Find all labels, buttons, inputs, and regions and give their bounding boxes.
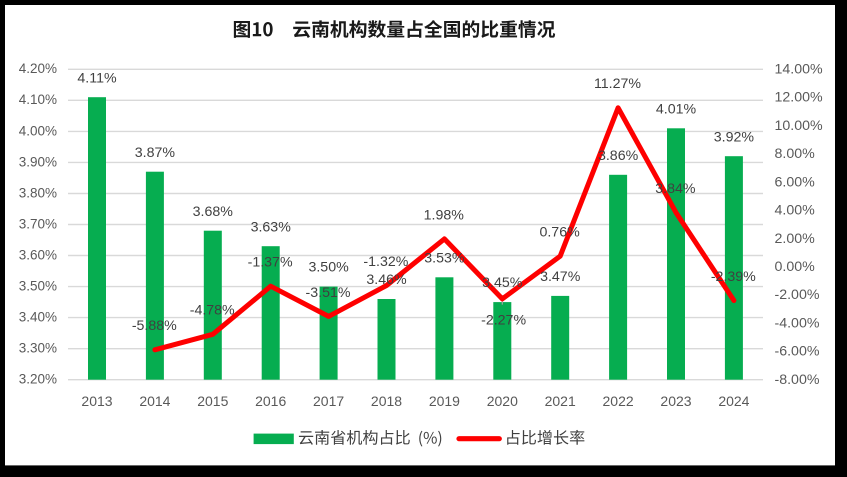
svg-text:2019: 2019 [429,393,460,409]
svg-text:2017: 2017 [313,393,344,409]
svg-text:2021: 2021 [545,393,576,409]
svg-text:3.20%: 3.20% [19,372,57,387]
svg-text:3.68%: 3.68% [193,204,234,220]
svg-text:3.86%: 3.86% [598,148,639,164]
svg-text:4.01%: 4.01% [656,101,697,117]
svg-text:2022: 2022 [603,393,634,409]
svg-text:3.63%: 3.63% [251,219,292,235]
svg-text:8.00%: 8.00% [775,146,816,162]
svg-text:3.30%: 3.30% [19,341,57,356]
svg-text:-2.00%: -2.00% [775,287,820,303]
svg-text:2.00%: 2.00% [775,231,816,247]
svg-text:-4.78%: -4.78% [190,303,235,319]
svg-text:6.00%: 6.00% [775,174,816,190]
svg-text:2018: 2018 [371,393,402,409]
svg-text:4.11%: 4.11% [77,70,117,86]
svg-text:-8.00%: -8.00% [775,372,820,388]
svg-text:2020: 2020 [487,393,518,409]
svg-text:4.20%: 4.20% [19,61,57,76]
svg-text:3.87%: 3.87% [135,145,176,161]
svg-text:4.00%: 4.00% [19,123,57,138]
svg-text:3.90%: 3.90% [19,154,57,169]
svg-text:2016: 2016 [255,393,286,409]
svg-text:2013: 2013 [81,393,112,409]
svg-text:3.53%: 3.53% [424,250,465,266]
svg-text:2015: 2015 [197,393,228,409]
svg-text:0.76%: 0.76% [539,225,580,241]
svg-text:12.00%: 12.00% [775,90,824,106]
svg-text:4.00%: 4.00% [775,203,816,219]
svg-text:-6.00%: -6.00% [775,344,820,360]
svg-text:11.27%: 11.27% [594,76,641,92]
svg-text:2023: 2023 [660,393,691,409]
svg-text:1.98%: 1.98% [424,207,465,223]
svg-text:0.00%: 0.00% [775,259,816,275]
svg-text:3.50%: 3.50% [19,279,57,294]
svg-text:3.46%: 3.46% [366,272,407,288]
svg-text:3.92%: 3.92% [714,129,755,145]
svg-text:3.80%: 3.80% [19,185,57,200]
svg-text:-4.00%: -4.00% [775,316,820,332]
svg-text:-1.32%: -1.32% [363,254,408,270]
svg-text:14.00%: 14.00% [775,62,824,78]
svg-text:-5.88%: -5.88% [132,318,177,334]
svg-text:-3.51%: -3.51% [306,285,351,301]
svg-text:3.47%: 3.47% [540,269,581,285]
svg-text:3.40%: 3.40% [19,310,57,325]
svg-text:-2.39%: -2.39% [711,269,756,285]
svg-text:3.70%: 3.70% [19,216,57,231]
svg-text:2024: 2024 [718,393,749,409]
svg-text:4.10%: 4.10% [19,92,57,107]
svg-text:2014: 2014 [139,393,170,409]
svg-text:-2.27%: -2.27% [481,312,526,328]
svg-text:3.45%: 3.45% [482,275,523,291]
svg-text:3.50%: 3.50% [308,260,349,276]
svg-text:3.84%: 3.84% [655,181,696,197]
svg-text:3.60%: 3.60% [19,247,57,262]
svg-text:10.00%: 10.00% [775,118,824,134]
svg-text:-1.37%: -1.37% [248,255,293,271]
